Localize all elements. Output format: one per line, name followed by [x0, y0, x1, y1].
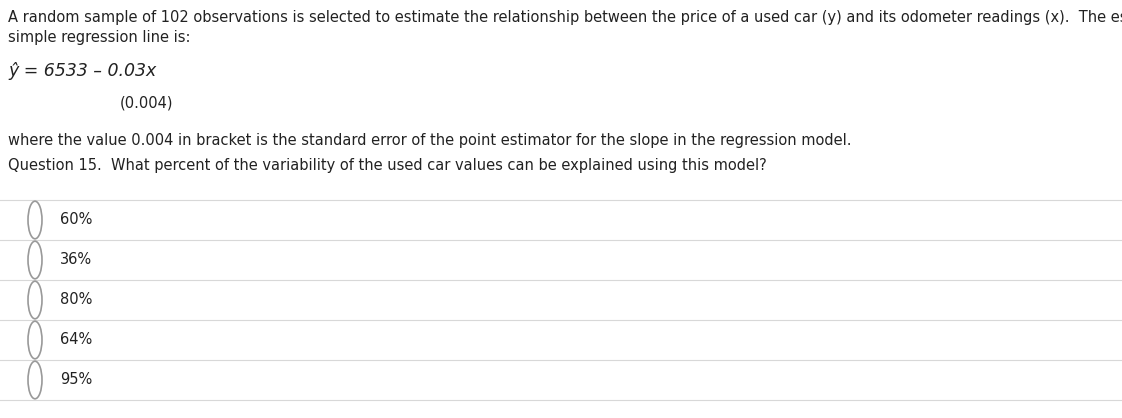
Text: 80%: 80%: [59, 293, 92, 308]
Text: where the value 0.004 in bracket is the standard error of the point estimator fo: where the value 0.004 in bracket is the …: [8, 133, 852, 148]
Text: 95%: 95%: [59, 372, 92, 387]
Text: 64%: 64%: [59, 332, 92, 347]
Text: (0.004): (0.004): [120, 95, 174, 110]
Text: Question 15.  What percent of the variability of the used car values can be expl: Question 15. What percent of the variabi…: [8, 158, 766, 173]
Text: 36%: 36%: [59, 252, 92, 268]
Text: simple regression line is:: simple regression line is:: [8, 30, 191, 45]
Text: A random sample of 102 observations is selected to estimate the relationship bet: A random sample of 102 observations is s…: [8, 10, 1122, 25]
Text: ŷ = 6533 – 0.03x: ŷ = 6533 – 0.03x: [8, 62, 156, 80]
Text: 60%: 60%: [59, 212, 92, 227]
